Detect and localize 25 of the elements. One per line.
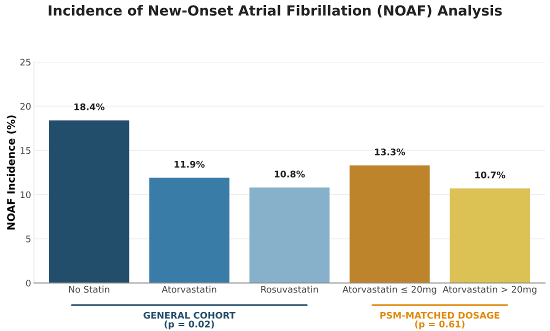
x-tick-label: Rosuvastatin	[261, 286, 318, 293]
y-tick-label: 15	[20, 147, 30, 154]
x-tick-label: Atorvastatin ≤ 20mg	[342, 286, 436, 295]
data-label: 18.4%	[74, 103, 104, 110]
bar	[49, 120, 130, 283]
data-label: 10.7%	[475, 172, 506, 178]
data-label: 10.8%	[274, 170, 305, 178]
chart-title: Incidence of New-Onset Atrial Fibrillation (NOAF) Analysis	[48, 4, 502, 19]
bar	[450, 188, 530, 283]
y-tick-label: 25	[20, 58, 30, 66]
y-tick-label: 10	[20, 191, 31, 198]
data-label: 11.9%	[174, 160, 205, 168]
bar	[350, 165, 430, 283]
y-tick-label: 20	[20, 102, 31, 110]
y-tick-label: 0	[26, 280, 31, 287]
y-tick-label: 5	[26, 236, 30, 242]
x-tick-label: Atorvastatin > 20mg	[442, 286, 536, 295]
x-tick-label: No Statin	[69, 286, 110, 293]
bar	[249, 188, 330, 283]
x-tick-label: Atorvastatin	[162, 286, 216, 293]
text: GENERAL COHORT (p = 0.02)	[144, 312, 236, 330]
y-axis-title: NOAF Incidence (%)	[6, 115, 16, 230]
data-label: 13.3%	[375, 148, 406, 156]
bar	[149, 178, 230, 283]
text: PSM-MATCHED DOSAGE (p = 0.61)	[380, 312, 500, 330]
